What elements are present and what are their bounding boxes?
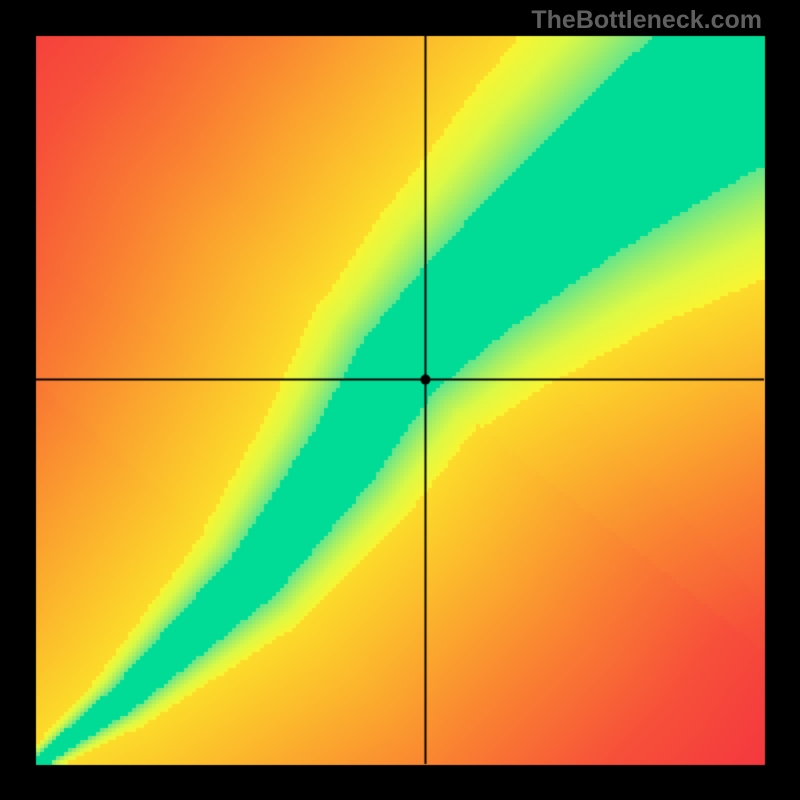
chart-container: { "canvas": { "width": 800, "height": 80… bbox=[0, 0, 800, 800]
bottleneck-heatmap bbox=[0, 0, 800, 800]
watermark-text: TheBottleneck.com bbox=[531, 6, 762, 35]
